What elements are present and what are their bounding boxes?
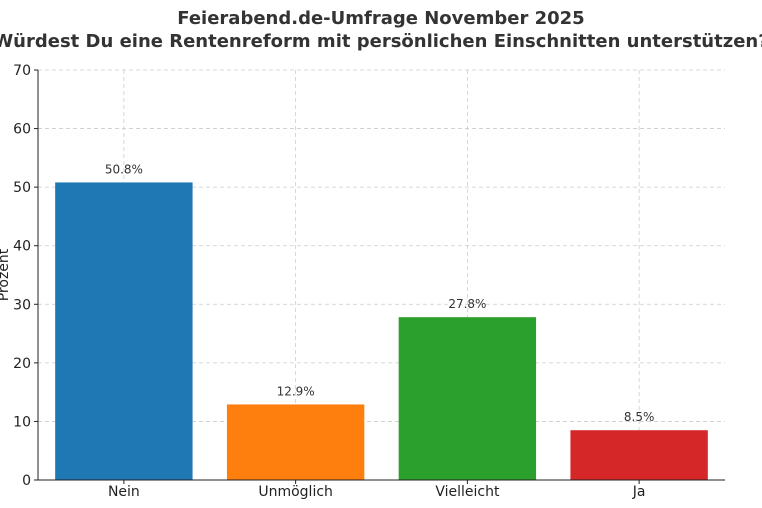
labels-group: 0 10 20 30 40 50 60 70 50.8% Nein 12.9% Unmöglich 27… (13, 63, 654, 500)
axes-group (34, 69, 725, 484)
x-tick-label: Vielleicht (435, 484, 500, 500)
y-tick-label: 0 (22, 473, 31, 489)
chart-subtitle: Würdest Du eine Rentenreform mit persönl… (0, 31, 762, 52)
chart-title: Feierabend.de-Umfrage November 2025 (177, 8, 584, 29)
x-tick-label: Unmöglich (258, 484, 333, 500)
y-tick-label: 60 (13, 122, 31, 138)
data-label: 12.9% (277, 384, 315, 398)
data-label: 8.5% (624, 410, 655, 424)
y-tick-label: 20 (13, 356, 31, 372)
bars-group (55, 182, 708, 480)
bar-ja (570, 430, 708, 480)
x-tick-label: Nein (108, 484, 140, 500)
data-label: 27.8% (448, 297, 486, 311)
bar-vielleicht (398, 317, 537, 480)
y-tick-label: 30 (13, 297, 31, 313)
data-label: 50.8% (105, 162, 143, 176)
y-tick-label: 50 (13, 180, 31, 196)
x-tick-label: Ja (632, 484, 646, 500)
y-tick-label: 70 (13, 63, 31, 79)
y-tick-label: 10 (13, 414, 31, 430)
bar-unmöglich (226, 404, 365, 480)
bar-nein (55, 182, 193, 480)
y-tick-label: 40 (13, 239, 31, 255)
y-axis-label: Prozent (0, 248, 12, 301)
